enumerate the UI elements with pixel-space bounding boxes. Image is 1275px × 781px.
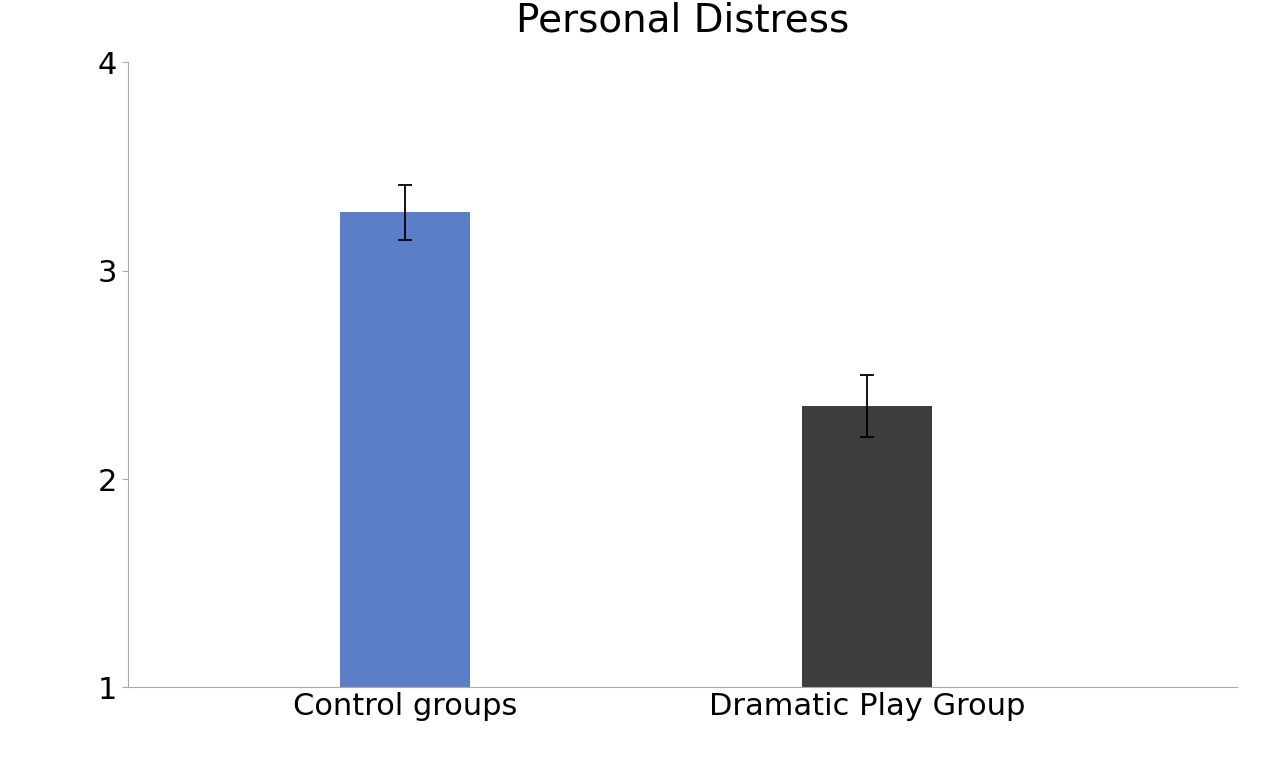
Bar (802, 406, 932, 687)
Bar (340, 212, 469, 687)
Title: Personal Distress: Personal Distress (515, 2, 849, 40)
